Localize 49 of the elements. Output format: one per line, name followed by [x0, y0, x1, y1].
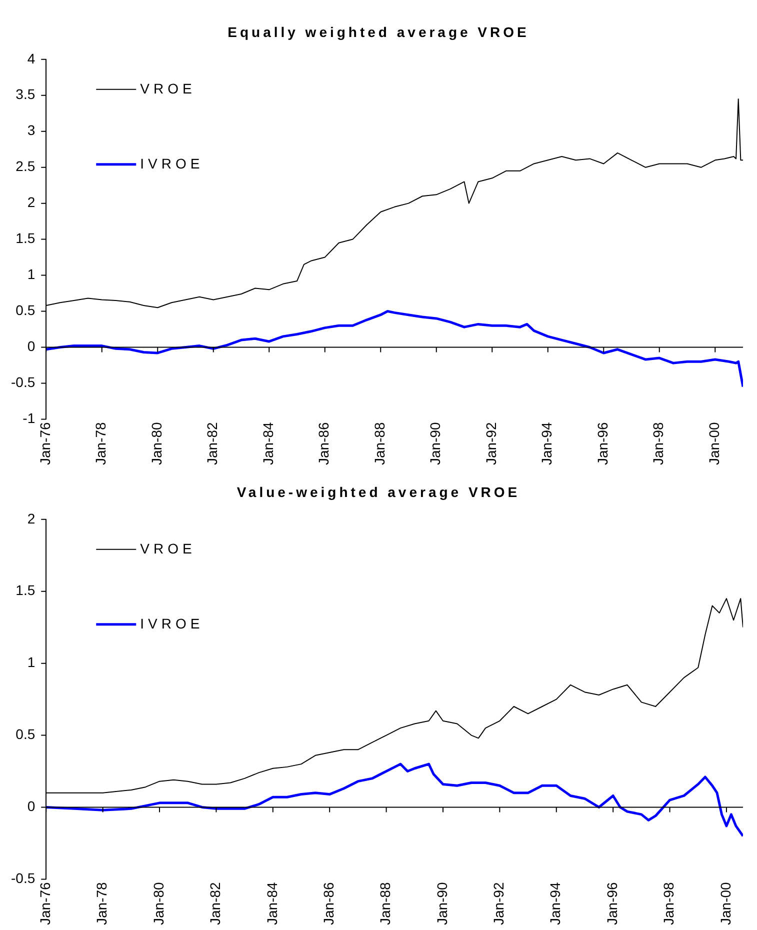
y-tick-label: 3.5	[16, 86, 36, 102]
x-tick-label: Jan-94	[547, 882, 564, 926]
y-tick-label: 0.5	[16, 726, 36, 742]
y-tick-label: 2	[27, 194, 36, 210]
x-tick-label: Jan-82	[207, 882, 224, 926]
y-tick-label: 0	[27, 338, 36, 354]
x-tick-label: Jan-92	[490, 882, 507, 926]
y-tick-label: -1	[22, 410, 36, 426]
x-tick-label: Jan-78	[94, 882, 110, 926]
x-tick-label: Jan-80	[148, 422, 164, 466]
x-tick-label: Jan-96	[604, 882, 620, 926]
y-tick-label: 2	[27, 510, 36, 526]
legend-label: VROE	[140, 80, 196, 96]
x-tick-label: Jan-90	[427, 422, 444, 466]
y-tick-label: 4	[27, 50, 36, 66]
legend-label: VROE	[140, 540, 196, 556]
legend-label: IVROE	[140, 155, 204, 172]
y-tick-label: 2.5	[16, 158, 36, 174]
y-tick-label: -0.5	[11, 374, 36, 390]
y-tick-label: 1	[27, 266, 36, 282]
x-tick-label: Jan-76	[36, 422, 53, 466]
x-tick-label: Jan-88	[377, 882, 394, 926]
legend-label: IVROE	[140, 615, 204, 632]
x-tick-label: Jan-80	[150, 882, 166, 926]
y-tick-label: 0	[27, 798, 36, 814]
x-tick-label: Jan-98	[650, 422, 666, 466]
y-tick-label: 1	[27, 654, 36, 670]
x-tick-label: Jan-84	[264, 882, 280, 926]
y-tick-label: -0.5	[11, 870, 36, 886]
x-tick-label: Jan-88	[371, 422, 388, 466]
x-tick-label: Jan-96	[594, 422, 610, 466]
x-tick-label: Jan-86	[316, 422, 332, 466]
y-tick-label: 1.5	[16, 582, 36, 598]
x-tick-label: Jan-94	[538, 422, 555, 466]
y-tick-label: 0.5	[16, 302, 36, 318]
y-tick-label: 1.5	[16, 230, 36, 246]
x-tick-label: Jan-84	[260, 422, 276, 466]
x-tick-label: Jan-86	[320, 882, 336, 926]
x-tick-label: Jan-78	[92, 422, 109, 466]
y-tick-label: 3	[27, 122, 36, 138]
x-tick-label: Jan-92	[482, 422, 499, 466]
chart-title: Equally weighted average VROE	[226, 23, 530, 42]
chart-title: Value-weighted average VROE	[236, 483, 522, 502]
x-tick-label: Jan-00	[717, 882, 734, 926]
x-tick-label: Jan-00	[706, 422, 722, 466]
x-tick-label: Jan-82	[204, 422, 220, 466]
x-tick-label: Jan-98	[660, 882, 677, 926]
x-tick-label: Jan-76	[36, 882, 53, 926]
x-tick-label: Jan-90	[434, 882, 450, 926]
